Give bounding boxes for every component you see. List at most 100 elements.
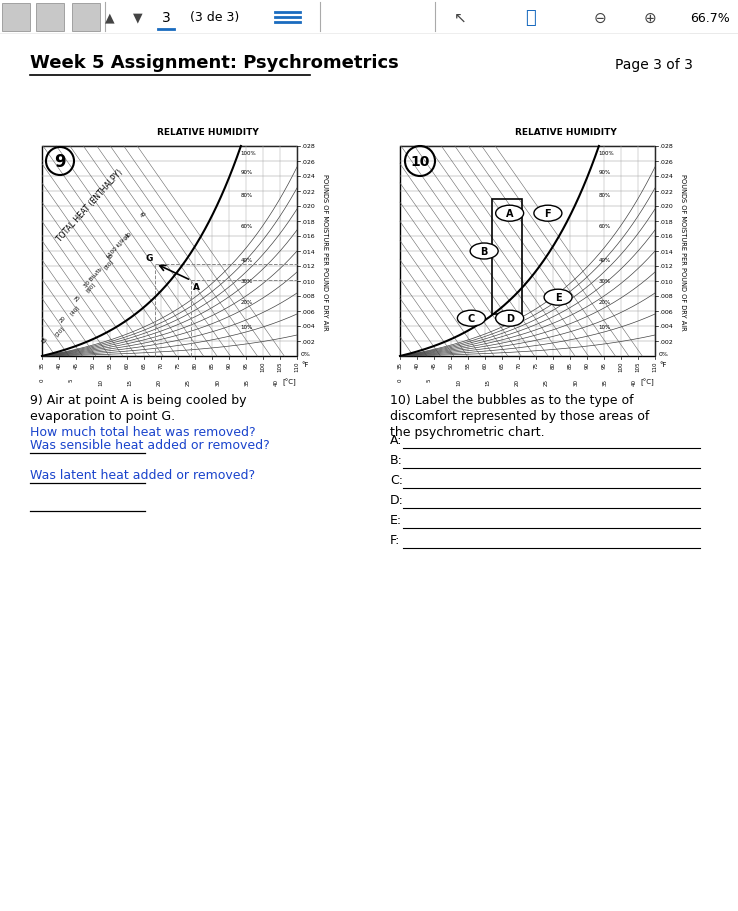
Text: 9) Air at point A is being cooled by: 9) Air at point A is being cooled by — [30, 394, 246, 406]
Text: 66.7%: 66.7% — [690, 12, 730, 25]
Text: [20]: [20] — [54, 325, 66, 337]
Text: 15: 15 — [41, 335, 49, 344]
Text: 40: 40 — [274, 379, 279, 385]
Text: 40: 40 — [57, 362, 61, 369]
Text: 65: 65 — [500, 362, 505, 369]
Text: .020: .020 — [659, 204, 673, 210]
Text: 95: 95 — [601, 362, 607, 369]
Text: 40: 40 — [632, 379, 637, 385]
Text: 60: 60 — [125, 362, 129, 369]
Text: A: A — [193, 283, 200, 292]
Text: E: E — [555, 292, 562, 302]
Text: .022: .022 — [301, 189, 315, 194]
Ellipse shape — [496, 311, 524, 327]
Text: ↖: ↖ — [454, 11, 466, 26]
Text: 5: 5 — [69, 379, 74, 382]
Text: A: A — [506, 209, 514, 219]
Text: .006: .006 — [301, 309, 314, 314]
Text: .022: .022 — [659, 189, 673, 194]
Text: (3 de 3): (3 de 3) — [190, 12, 240, 25]
Text: A:: A: — [390, 434, 402, 446]
Text: B:: B: — [390, 454, 403, 466]
Text: 0%: 0% — [659, 351, 669, 356]
Polygon shape — [400, 147, 599, 356]
Text: 30: 30 — [573, 379, 579, 385]
Text: 3: 3 — [162, 11, 170, 25]
Ellipse shape — [544, 290, 572, 306]
Text: 9: 9 — [54, 153, 66, 171]
Text: 0%: 0% — [301, 351, 311, 356]
Text: 10: 10 — [98, 379, 103, 385]
Text: evaporation to point G.: evaporation to point G. — [30, 410, 175, 423]
Ellipse shape — [534, 206, 562, 222]
Text: 90%: 90% — [241, 169, 253, 175]
Text: °F: °F — [659, 362, 666, 368]
Text: .018: .018 — [659, 220, 672, 224]
Text: .028: .028 — [301, 144, 314, 149]
Text: the psychrometric chart.: the psychrometric chart. — [390, 425, 545, 438]
Text: 20: 20 — [515, 379, 520, 385]
Text: .018: .018 — [301, 220, 314, 224]
Text: 85: 85 — [210, 362, 215, 369]
Text: 80: 80 — [551, 362, 556, 369]
Text: 35: 35 — [603, 379, 608, 385]
Text: .016: .016 — [301, 234, 314, 240]
Text: [80]: [80] — [103, 259, 114, 271]
Text: .020: .020 — [301, 204, 314, 210]
Text: [°C]: [°C] — [641, 379, 655, 386]
Text: 45: 45 — [432, 362, 436, 369]
Text: 50: 50 — [449, 362, 453, 369]
Text: RELATIVE HUMIDITY: RELATIVE HUMIDITY — [157, 128, 258, 137]
Text: 105: 105 — [635, 362, 641, 372]
Text: .010: .010 — [301, 279, 314, 284]
Text: 110: 110 — [652, 362, 658, 372]
Text: .014: .014 — [301, 250, 314, 254]
Text: .004: .004 — [659, 324, 673, 329]
Text: ▼: ▼ — [133, 12, 143, 25]
Text: D:: D: — [390, 494, 404, 507]
Text: B: B — [480, 247, 488, 257]
Text: .010: .010 — [659, 279, 672, 284]
Text: .002: .002 — [301, 339, 314, 344]
Text: .028: .028 — [659, 144, 673, 149]
Text: .024: .024 — [301, 174, 315, 179]
Text: 30%: 30% — [599, 279, 611, 283]
Text: E:: E: — [390, 514, 402, 527]
Text: °F: °F — [301, 362, 308, 368]
Text: Was sensible heat added or removed?: Was sensible heat added or removed? — [30, 438, 270, 452]
Text: 10: 10 — [410, 155, 430, 169]
Text: 55: 55 — [108, 362, 112, 369]
Text: 90: 90 — [584, 362, 590, 369]
Text: D: D — [506, 314, 514, 323]
Text: 45: 45 — [74, 362, 78, 369]
Text: 35: 35 — [40, 362, 44, 369]
Text: 40: 40 — [125, 230, 133, 240]
Text: G: G — [145, 253, 153, 262]
Text: [60]: [60] — [85, 281, 96, 293]
Text: 35: 35 — [107, 251, 115, 261]
Text: ✋: ✋ — [525, 9, 535, 27]
Text: 90%: 90% — [599, 169, 611, 175]
Text: 20%: 20% — [241, 300, 253, 304]
Text: 15: 15 — [486, 379, 491, 385]
Text: TOTAL HEAT (ENTHALPY): TOTAL HEAT (ENTHALPY) — [55, 168, 125, 243]
Text: .004: .004 — [301, 324, 314, 329]
Text: 5: 5 — [427, 379, 432, 382]
Text: POUNDS OF MOISTURE PER POUND OF DRY AIR: POUNDS OF MOISTURE PER POUND OF DRY AIR — [322, 173, 328, 330]
Ellipse shape — [458, 311, 486, 327]
Polygon shape — [42, 147, 241, 356]
Text: 100%: 100% — [599, 150, 615, 156]
Text: .014: .014 — [659, 250, 673, 254]
Text: 100: 100 — [618, 362, 624, 372]
Text: ⊖: ⊖ — [593, 11, 607, 26]
Text: 20%: 20% — [599, 300, 611, 304]
Text: 80: 80 — [193, 362, 198, 369]
Text: 100%: 100% — [241, 150, 256, 156]
Text: 50: 50 — [91, 362, 95, 369]
Text: 0: 0 — [398, 379, 402, 382]
Text: F:: F: — [390, 534, 401, 547]
Text: 10) Label the bubbles as to the type of: 10) Label the bubbles as to the type of — [390, 394, 634, 406]
Text: ⊕: ⊕ — [644, 11, 656, 26]
Text: Was latent heat added or removed?: Was latent heat added or removed? — [30, 468, 255, 482]
Text: 60: 60 — [483, 362, 488, 369]
